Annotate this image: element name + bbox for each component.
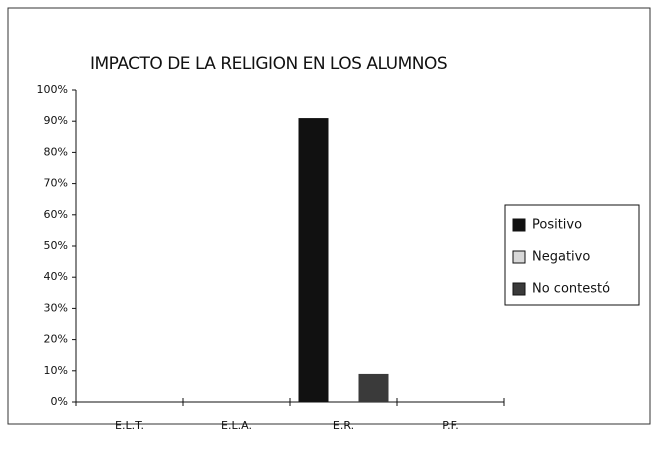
x-tick-label: E.R. [333,419,354,432]
x-tick-label: P.F. [442,419,458,432]
legend-box [504,204,640,306]
legend-swatch [512,218,526,232]
legend-swatch [512,250,526,264]
y-tick-label: 40% [44,270,68,283]
y-tick-label: 70% [44,177,68,190]
y-tick-label: 80% [44,145,68,158]
y-tick-label: 20% [44,333,68,346]
y-tick-label: 90% [44,114,68,127]
x-tick-label: E.L.T. [115,419,144,432]
chart-title: IMPACTO DE LA RELIGION EN LOS ALUMNOS [90,54,447,74]
x-tick-label: E.L.A. [221,419,252,432]
y-tick-label: 10% [44,364,68,377]
y-tick-label: 60% [44,208,68,221]
bar [298,118,329,402]
y-tick-label: 0% [51,395,68,408]
legend-swatch [512,282,526,296]
bar [358,373,389,402]
y-tick-label: 50% [44,239,68,252]
legend-label: Negativo [532,250,590,265]
chart-frame [7,7,651,425]
y-tick-label: 30% [44,301,68,314]
y-tick-label: 100% [37,83,68,96]
legend-label: Positivo [532,218,582,233]
legend-label: No contestó [532,282,610,297]
